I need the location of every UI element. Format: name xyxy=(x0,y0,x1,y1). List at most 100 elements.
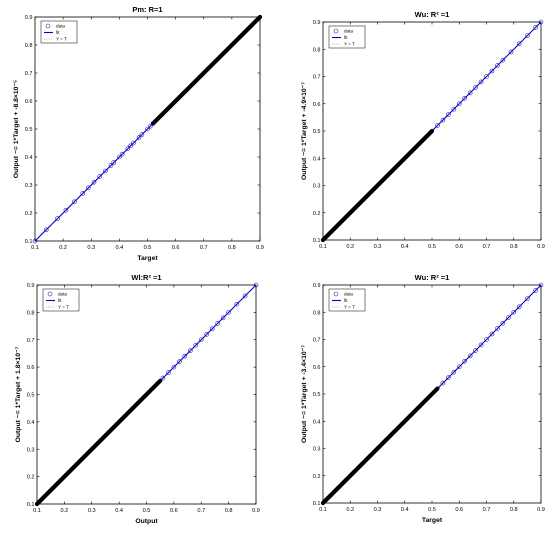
y-tick-label: 0.2 xyxy=(27,475,35,481)
data-point xyxy=(511,309,517,315)
data-point xyxy=(446,112,451,117)
data-point xyxy=(108,163,114,168)
data-point xyxy=(440,117,446,123)
data-point xyxy=(525,33,530,38)
data-point xyxy=(128,143,133,149)
x-axis-label: Target xyxy=(137,255,158,262)
x-tick-label: 0.8 xyxy=(510,244,518,250)
x-tick-label: 0.3 xyxy=(88,508,96,514)
data-point xyxy=(32,238,38,244)
data-point xyxy=(440,380,446,386)
x-tick-label: 0.9 xyxy=(537,507,545,513)
data-point xyxy=(538,282,544,288)
data-point xyxy=(500,57,506,63)
data-point xyxy=(125,146,131,151)
y-tick-label: 0.3 xyxy=(25,183,33,189)
data-point xyxy=(451,369,457,375)
data-point xyxy=(533,25,538,30)
y-tick-label: 0.9 xyxy=(313,283,321,289)
data-point xyxy=(91,179,97,185)
legend-data-marker xyxy=(47,291,53,297)
data-point xyxy=(97,174,102,179)
data-point xyxy=(508,49,514,55)
x-axis-label: Target xyxy=(422,517,443,524)
data-point xyxy=(72,199,77,205)
data-point xyxy=(456,364,462,370)
x-axis-label: Output xyxy=(135,518,158,525)
data-point xyxy=(489,68,495,74)
legend-label-fit: fit xyxy=(58,298,62,303)
x-tick-label: 0.3 xyxy=(87,245,95,251)
y-tick-label: 0.3 xyxy=(313,447,321,453)
y-tick-label: 0.9 xyxy=(313,20,321,26)
data-point xyxy=(182,353,188,359)
dense-data-band xyxy=(320,386,440,506)
y-tick-label: 0.6 xyxy=(313,102,321,108)
y-axis-label: Output ~= 1*Target + 1.8×10⁻⁷ xyxy=(15,346,22,442)
data-point xyxy=(220,315,226,321)
y-tick-label: 0.4 xyxy=(313,156,321,162)
legend-label-ideal: Y = T xyxy=(344,305,355,310)
y-tick-label: 0.1 xyxy=(313,501,321,507)
x-tick-label: 0.3 xyxy=(374,507,382,513)
x-tick-label: 0.8 xyxy=(225,508,233,514)
y-tick-label: 0.2 xyxy=(313,211,321,217)
legend-label-fit: fit xyxy=(56,30,60,35)
data-point xyxy=(446,375,451,380)
y-tick-label: 0.7 xyxy=(25,71,33,77)
legend-label-ideal: Y = T xyxy=(58,305,69,310)
legend-label-fit: fit xyxy=(344,35,348,40)
data-point xyxy=(188,348,193,354)
data-point xyxy=(253,282,259,288)
data-point xyxy=(86,185,91,191)
legend-data-marker xyxy=(45,23,51,29)
x-tick-label: 0.4 xyxy=(401,244,409,250)
legend-label-ideal: Y = T xyxy=(344,42,355,47)
data-point xyxy=(473,85,478,90)
x-tick-label: 0.9 xyxy=(537,244,545,250)
legend-label-fit: fit xyxy=(344,298,348,303)
data-point xyxy=(484,337,489,342)
legend-label-data: data xyxy=(56,24,65,29)
x-tick-label: 0.4 xyxy=(115,245,123,251)
dense-data-band xyxy=(151,14,263,126)
y-tick-label: 0.1 xyxy=(27,502,35,508)
x-tick-label: 0.7 xyxy=(483,507,491,513)
x-tick-label: 0.6 xyxy=(455,244,463,250)
y-tick-label: 0.3 xyxy=(27,447,35,453)
data-point xyxy=(484,74,489,79)
data-point xyxy=(166,370,171,375)
y-tick-label: 0.7 xyxy=(313,338,321,344)
legend-label-data: data xyxy=(344,292,353,297)
x-tick-label: 0.7 xyxy=(200,245,208,251)
chart-title: Wu: R² =1 xyxy=(415,273,450,282)
x-tick-label: 0.1 xyxy=(319,507,327,513)
x-tick-label: 0.9 xyxy=(256,245,264,251)
data-point xyxy=(456,101,462,107)
chart-panel-1: 0.1 0.2 0.3 0.4 0.5 0.6 0.7 0.8 0.9 0.1 0.2 0.3 0.4 0… xyxy=(13,5,264,262)
data-point xyxy=(435,123,440,128)
dense-data-band xyxy=(320,128,435,243)
data-point xyxy=(160,375,166,381)
x-tick-label: 0.7 xyxy=(483,244,491,250)
data-point xyxy=(516,304,522,310)
data-point xyxy=(171,364,177,370)
x-tick-label: 0.1 xyxy=(319,244,327,250)
x-tick-label: 0.2 xyxy=(346,244,354,250)
x-tick-label: 0.6 xyxy=(172,245,180,251)
data-point xyxy=(80,191,86,196)
y-tick-label: 0.8 xyxy=(25,43,33,49)
y-tick-label: 0.6 xyxy=(313,365,321,371)
y-tick-label: 0.8 xyxy=(27,310,35,316)
x-tick-label: 0.1 xyxy=(31,245,39,251)
y-tick-label: 0.5 xyxy=(25,127,33,133)
data-point xyxy=(234,301,240,307)
y-tick-label: 0.9 xyxy=(27,283,35,289)
data-point xyxy=(500,320,506,326)
y-axis-label: Output ~= 1*Target + -3.4×10⁻⁷ xyxy=(301,345,308,443)
y-tick-label: 0.8 xyxy=(313,310,321,316)
data-point xyxy=(525,296,530,301)
data-point xyxy=(177,359,182,364)
data-point xyxy=(103,168,108,174)
